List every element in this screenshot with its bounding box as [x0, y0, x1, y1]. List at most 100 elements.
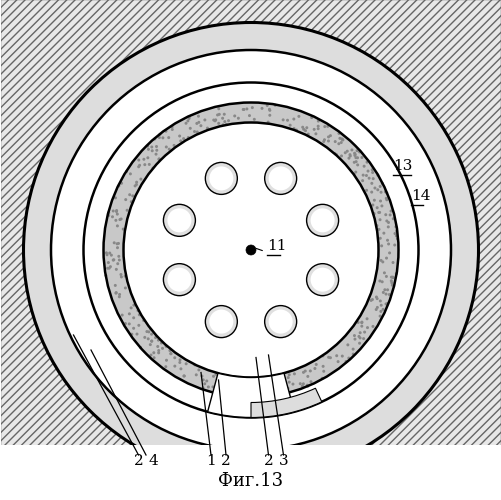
Circle shape	[132, 316, 135, 320]
Circle shape	[158, 133, 161, 136]
Circle shape	[303, 370, 306, 372]
Circle shape	[379, 304, 382, 306]
Circle shape	[385, 220, 388, 222]
Circle shape	[136, 309, 139, 312]
Circle shape	[372, 212, 375, 216]
Circle shape	[387, 252, 390, 254]
Circle shape	[178, 361, 181, 364]
Circle shape	[129, 306, 132, 310]
Circle shape	[391, 218, 394, 220]
Circle shape	[114, 219, 117, 222]
Circle shape	[217, 122, 220, 125]
Circle shape	[340, 138, 343, 141]
Circle shape	[394, 230, 397, 232]
Text: 11: 11	[267, 238, 286, 252]
Circle shape	[376, 211, 379, 214]
Circle shape	[288, 124, 291, 126]
Circle shape	[216, 390, 219, 393]
Circle shape	[157, 136, 160, 139]
Circle shape	[370, 298, 373, 301]
Circle shape	[169, 352, 172, 355]
Circle shape	[161, 347, 164, 350]
Circle shape	[150, 332, 153, 336]
Circle shape	[394, 272, 397, 275]
Circle shape	[314, 363, 317, 366]
Circle shape	[137, 166, 140, 168]
Circle shape	[194, 374, 197, 376]
Circle shape	[116, 246, 119, 249]
Circle shape	[378, 200, 381, 202]
Circle shape	[377, 228, 380, 231]
Circle shape	[354, 160, 357, 163]
Circle shape	[224, 123, 227, 126]
Circle shape	[381, 291, 384, 294]
Circle shape	[163, 264, 195, 296]
Circle shape	[286, 376, 289, 379]
Circle shape	[267, 378, 270, 382]
Circle shape	[193, 130, 196, 133]
Circle shape	[378, 300, 381, 302]
Circle shape	[308, 370, 311, 372]
Circle shape	[301, 382, 304, 386]
Circle shape	[173, 356, 176, 359]
Circle shape	[309, 380, 312, 383]
Circle shape	[150, 146, 153, 148]
Circle shape	[287, 380, 290, 384]
Circle shape	[381, 308, 384, 311]
Circle shape	[379, 191, 382, 194]
Circle shape	[370, 171, 373, 174]
Circle shape	[371, 204, 374, 206]
Circle shape	[120, 276, 123, 278]
Circle shape	[203, 382, 206, 386]
Circle shape	[151, 166, 154, 170]
Circle shape	[352, 173, 355, 176]
Circle shape	[351, 352, 354, 356]
Circle shape	[118, 258, 121, 262]
Circle shape	[167, 136, 170, 139]
Circle shape	[375, 306, 378, 309]
Circle shape	[129, 172, 132, 176]
Circle shape	[167, 268, 191, 291]
Circle shape	[152, 351, 155, 354]
Circle shape	[186, 136, 189, 139]
Text: 2: 2	[263, 454, 273, 468]
Circle shape	[107, 211, 110, 214]
Circle shape	[384, 197, 387, 200]
Circle shape	[211, 375, 214, 378]
Text: 4: 4	[148, 454, 158, 468]
Circle shape	[360, 320, 363, 324]
Circle shape	[157, 352, 160, 354]
Circle shape	[302, 128, 305, 131]
Circle shape	[268, 114, 271, 117]
Circle shape	[188, 127, 191, 130]
Circle shape	[379, 310, 382, 313]
Circle shape	[287, 374, 290, 376]
Circle shape	[132, 327, 135, 330]
Circle shape	[380, 182, 383, 185]
Circle shape	[374, 296, 377, 298]
Circle shape	[268, 109, 271, 112]
Circle shape	[352, 161, 355, 164]
Text: 13: 13	[393, 158, 412, 172]
Circle shape	[337, 132, 340, 135]
Circle shape	[116, 212, 119, 216]
Circle shape	[389, 210, 392, 212]
Circle shape	[367, 176, 370, 180]
Circle shape	[316, 120, 319, 122]
Circle shape	[313, 367, 316, 370]
Circle shape	[167, 208, 191, 233]
Circle shape	[193, 364, 196, 366]
Circle shape	[164, 146, 167, 148]
Circle shape	[361, 174, 364, 176]
Circle shape	[165, 359, 168, 362]
Circle shape	[168, 349, 171, 352]
Circle shape	[264, 162, 296, 194]
Circle shape	[112, 258, 115, 262]
Circle shape	[378, 237, 381, 240]
Circle shape	[205, 126, 208, 130]
Circle shape	[389, 276, 392, 278]
Circle shape	[355, 156, 358, 160]
Circle shape	[379, 259, 382, 262]
Circle shape	[155, 145, 158, 148]
Circle shape	[389, 280, 392, 282]
